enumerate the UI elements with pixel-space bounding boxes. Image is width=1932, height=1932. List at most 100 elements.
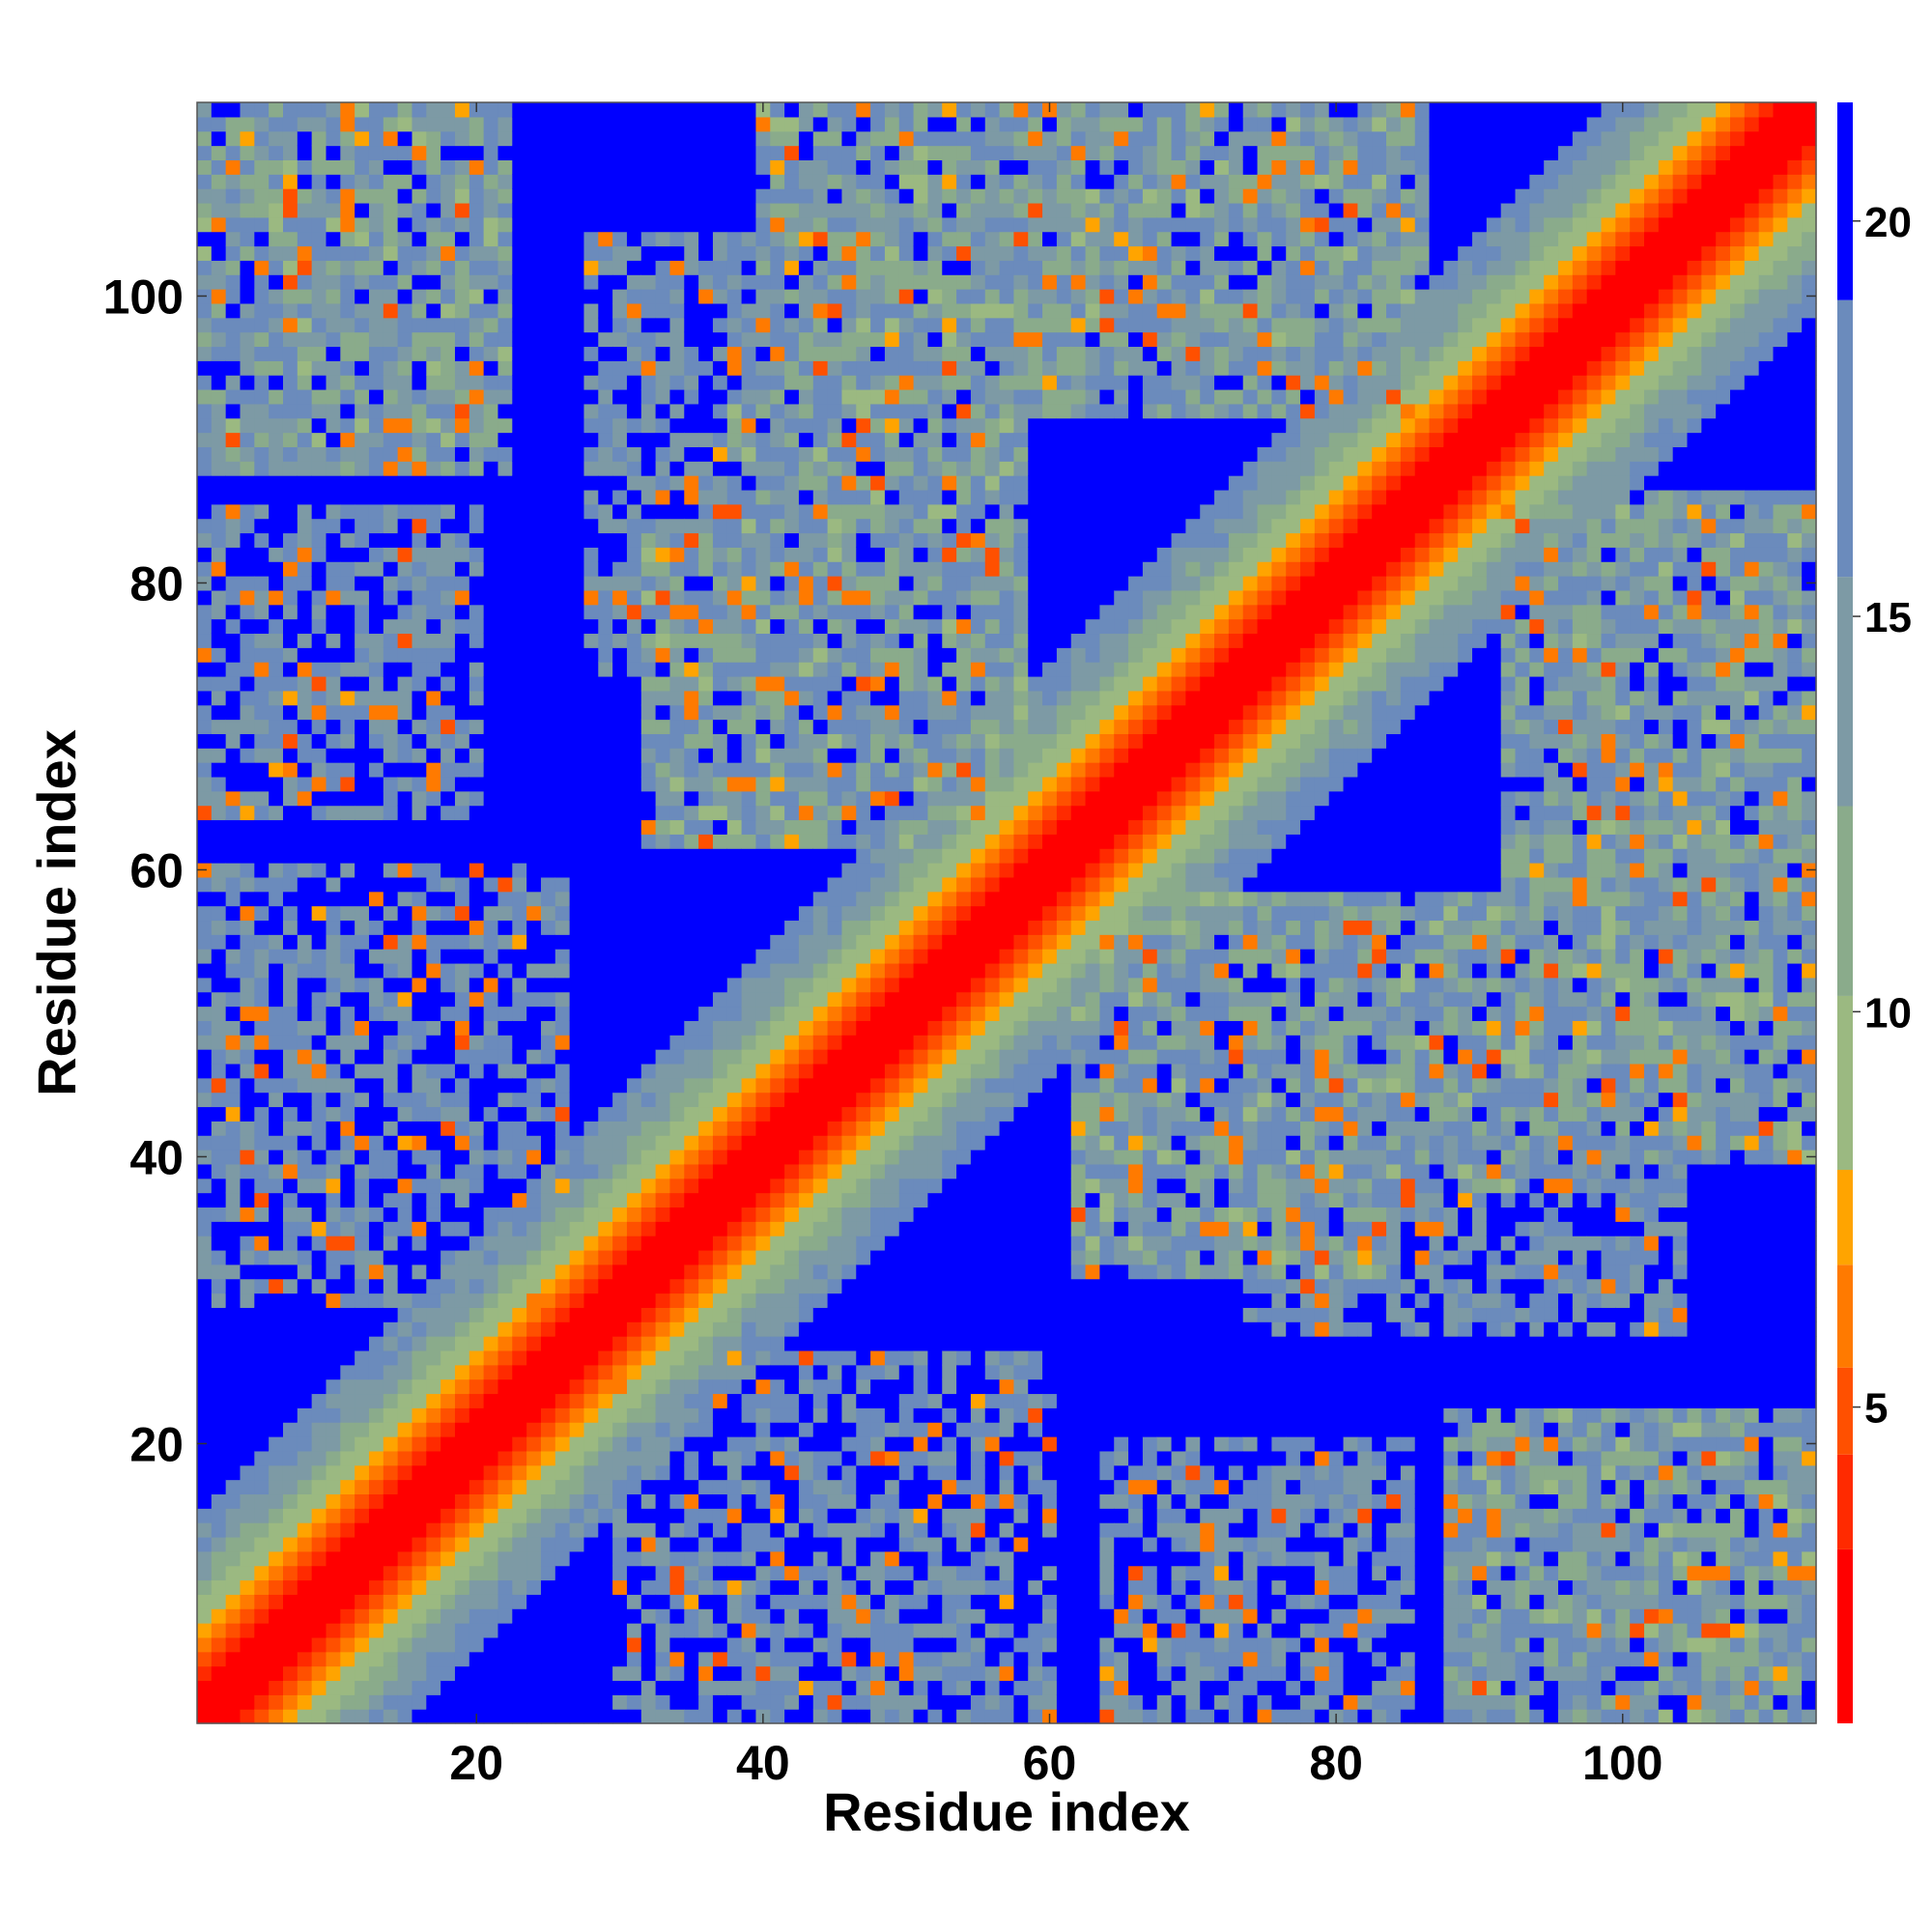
heatmap-cell — [225, 1020, 242, 1036]
heatmap-cell — [827, 1378, 843, 1395]
heatmap-cell — [684, 920, 699, 935]
heatmap-cell — [612, 576, 628, 591]
heatmap-cell — [426, 461, 441, 476]
heatmap-cell — [554, 1350, 571, 1366]
heatmap-cell — [798, 1493, 814, 1509]
heatmap-cell — [311, 1579, 327, 1595]
heatmap-cell — [526, 159, 542, 175]
heatmap-cell — [211, 1049, 227, 1065]
heatmap-cell — [311, 1422, 327, 1437]
heatmap-cell — [640, 1709, 657, 1724]
heatmap-cell — [340, 1106, 355, 1122]
heatmap-cell — [368, 662, 384, 677]
heatmap-cell — [640, 489, 657, 505]
heatmap-cell — [798, 834, 814, 849]
heatmap-cell — [326, 776, 341, 792]
heatmap-cell — [626, 1665, 642, 1682]
heatmap-cell — [512, 1135, 527, 1151]
heatmap-cell — [497, 145, 513, 160]
heatmap-cell — [598, 1636, 613, 1653]
heatmap-cell — [755, 188, 771, 204]
heatmap-cell — [598, 317, 613, 333]
heatmap-cell — [712, 346, 728, 361]
heatmap-cell — [526, 1407, 542, 1423]
heatmap-cell — [297, 576, 313, 591]
heatmap-cell — [355, 1479, 370, 1495]
heatmap-cell — [440, 576, 456, 591]
heatmap-cell — [583, 1522, 599, 1538]
heatmap-cell — [726, 876, 743, 893]
heatmap-cell — [698, 805, 714, 821]
heatmap-cell — [326, 1694, 341, 1710]
heatmap-cell — [784, 1063, 800, 1079]
heatmap-cell — [626, 1709, 642, 1724]
heatmap-cell — [798, 704, 814, 721]
heatmap-cell — [412, 690, 427, 706]
heatmap-cell — [669, 1049, 685, 1065]
heatmap-cell — [497, 704, 513, 721]
heatmap-cell — [311, 834, 327, 849]
heatmap-cell — [712, 1608, 728, 1624]
heatmap-cell — [554, 130, 571, 147]
heatmap-cell — [254, 145, 270, 160]
heatmap-cell — [397, 1063, 413, 1079]
heatmap-cell — [454, 1163, 470, 1179]
heatmap-cell — [612, 1293, 628, 1308]
heatmap-cell — [640, 1106, 657, 1122]
heatmap-cell — [383, 805, 399, 821]
heatmap-cell — [297, 1035, 313, 1050]
heatmap-cell — [712, 532, 728, 548]
heatmap-cell — [412, 1106, 427, 1122]
heatmap-cell — [440, 375, 456, 390]
heatmap-cell — [297, 403, 313, 419]
heatmap-cell — [741, 1207, 757, 1222]
heatmap-cell — [612, 1106, 628, 1122]
heatmap-cell — [626, 1636, 642, 1653]
heatmap-cell — [454, 302, 470, 319]
heatmap-cell — [269, 834, 284, 849]
heatmap-cell — [469, 1350, 485, 1366]
heatmap-cell — [640, 432, 657, 447]
heatmap-cell — [655, 1121, 671, 1136]
heatmap-cell — [340, 1680, 355, 1695]
heatmap-cell — [770, 159, 785, 175]
heatmap-cell — [755, 1063, 771, 1079]
heatmap-cell — [554, 1378, 571, 1395]
heatmap-cell — [598, 1407, 613, 1423]
heatmap-cell — [684, 518, 699, 534]
heatmap-cell — [326, 1364, 341, 1380]
heatmap-cell — [426, 805, 441, 821]
heatmap-cell — [626, 719, 642, 734]
heatmap-cell — [526, 202, 542, 218]
heatmap-cell — [454, 920, 470, 935]
heatmap-cell — [669, 704, 685, 721]
heatmap-cell — [726, 589, 743, 606]
heatmap-cell — [669, 891, 685, 907]
heatmap-cell — [254, 762, 270, 778]
heatmap-cell — [512, 489, 527, 505]
heatmap-cell — [612, 991, 628, 1008]
heatmap-cell — [383, 1207, 399, 1222]
heatmap-cell — [383, 274, 399, 290]
heatmap-cell — [454, 216, 470, 233]
heatmap-cell — [598, 188, 613, 204]
heatmap-cell — [240, 1236, 255, 1251]
heatmap-cell — [640, 202, 657, 218]
heatmap-cell — [197, 1063, 213, 1079]
heatmap-cell — [311, 1522, 327, 1538]
heatmap-cell — [297, 1336, 313, 1351]
heatmap-cell — [469, 1178, 485, 1194]
heatmap-cell — [569, 1508, 585, 1523]
heatmap-cell — [355, 1307, 370, 1322]
heatmap-cell — [798, 1436, 814, 1452]
heatmap-cell — [311, 216, 327, 233]
heatmap-cell — [698, 748, 714, 763]
heatmap-cell — [383, 1636, 399, 1653]
heatmap-cell — [612, 1594, 628, 1609]
heatmap-cell — [240, 1636, 255, 1653]
heatmap-cell — [770, 1163, 785, 1179]
heatmap-cell — [712, 1264, 728, 1280]
heatmap-cell — [726, 1623, 743, 1638]
heatmap-cell — [583, 403, 599, 419]
heatmap-cell — [397, 1565, 413, 1581]
